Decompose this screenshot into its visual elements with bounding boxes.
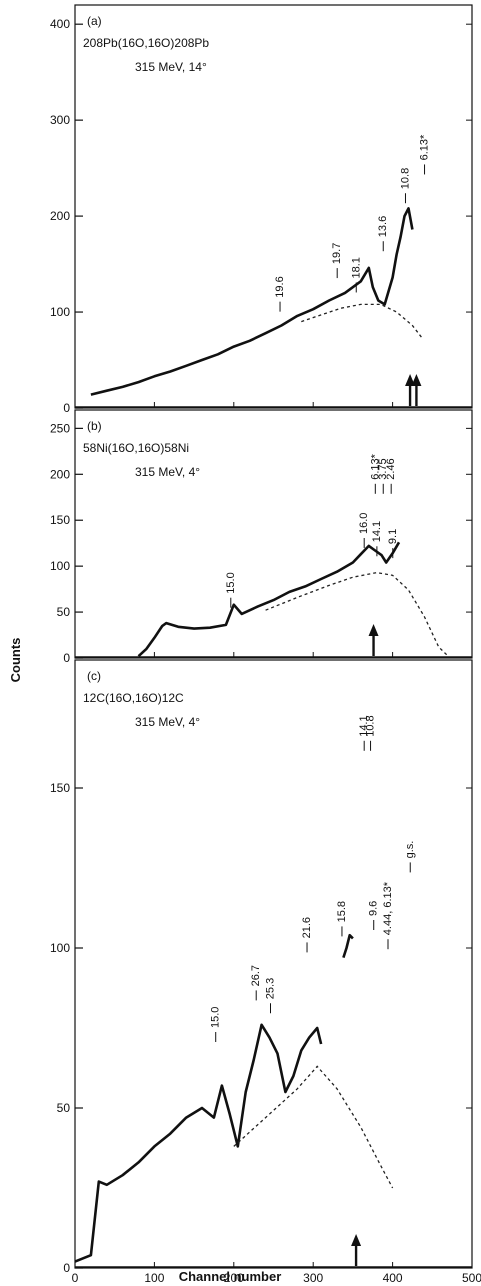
panel-b-y-tick-label: 250 [50,421,70,435]
y-axis-title: Counts [8,638,23,683]
panel-c-y-tick-label: 100 [50,941,70,955]
panel-a-y-tick-label: 200 [50,209,70,223]
panel-a-y-tick-label: 100 [50,305,70,319]
text-layer: 0 100 200 300 400 19.6 19.7 18.1 13.6 10.8 6.13* (a… [50,14,481,1285]
panel-b-peak-label: 14.1 [371,521,383,542]
panel-a-peak-label: 18.1 [350,257,362,278]
x-tick-label: 0 [72,1271,79,1285]
panel-b-peak-label: 9.1 [387,529,399,544]
panel-c-tag: (c) [87,669,101,683]
panel-c-spectrum-line [342,933,354,958]
panel-c-peak-label: g.s. [404,841,416,859]
panel-c-frame [74,659,473,1269]
panel-c-peak-label: 14.1 [358,715,370,736]
panel-b-peak-label: 6.13* [369,453,381,479]
panel-c-y-tick-label: 150 [50,781,70,795]
panel-a-spectrum-line [90,207,414,396]
panel-c-background-curve [233,1065,394,1189]
panel-c-y-tick-label: 50 [57,1101,71,1115]
panel-a-peak-label: 19.6 [274,276,286,297]
x-tick-label: 200 [224,1271,244,1285]
panel-a-conditions: 315 MeV, 14° [135,60,207,74]
panel-b-y-tick-label: 200 [50,467,70,481]
panel-c-peak-label: 15.8 [336,901,348,922]
panel-c-spectrum-line [74,1023,323,1263]
panel-b-peak-label: 16.0 [358,513,370,534]
panel-a-reaction: 208Pb(16O,16O)208Pb [83,36,209,50]
panel-c-conditions: 315 MeV, 4° [135,715,200,729]
panel-a-peak-label: 13.6 [377,216,389,237]
panel-a-y-tick-label: 400 [50,17,70,31]
panel-a-arrow-head [405,374,416,386]
panel-a-y-tick-label: 300 [50,113,70,127]
panel-a-background-curve [301,303,424,340]
panel-b-spectrum-line [137,541,401,658]
panel-c-peak-label: 10.8 [365,715,377,736]
x-tick-label: 400 [383,1271,403,1285]
panel-a-arrow-head [411,374,422,386]
panel-c-peak-label: 4.44, 6.13* [382,881,394,935]
panel-b-peak-label: 2.46 [385,458,397,479]
panel-b-background-curve [265,571,449,657]
panel-b-y-tick-label: 150 [50,513,70,527]
panel-b-reaction: 58Ni(16O,16O)58Ni [83,441,189,455]
panel-b-frame [74,409,473,659]
panel-b-peak-label: 3.75 [377,458,389,479]
panel-a-y-tick-label: 0 [63,401,70,415]
panel-a-frame [74,4,473,409]
data-layer [74,164,472,1268]
panel-b-y-tick-label: 100 [50,559,70,573]
panel-b-y-tick-label: 50 [57,605,71,619]
panel-c-reaction: 12C(16O,16O)12C [83,691,184,705]
x-tick-label: 100 [144,1271,164,1285]
axes-layer [74,4,473,1269]
panel-a-peak-label: 19.7 [331,243,343,264]
panel-c-peak-label: 25.3 [265,978,277,999]
x-tick-label: 500 [462,1271,481,1285]
panel-b-peak-label: 15.0 [225,572,237,593]
panel-c-peak-label: 15.0 [210,1007,222,1028]
panel-a-peak-label: 10.8 [400,168,412,189]
panel-b-conditions: 315 MeV, 4° [135,465,200,479]
panel-c-y-tick-label: 0 [63,1261,70,1275]
panel-a-tag: (a) [87,14,102,28]
panel-c-peak-label: 26.7 [250,965,262,986]
x-tick-label: 300 [303,1271,323,1285]
panel-c-peak-label: 9.6 [368,901,380,916]
panel-c-peak-label: 21.6 [301,917,313,938]
panel-b-tag: (b) [87,419,102,433]
panel-c-arrow-head [351,1234,362,1246]
panel-b-arrow-head [368,624,379,636]
panel-b-y-tick-label: 0 [63,651,70,665]
panel-a-peak-label: 6.13* [419,134,431,160]
x-axis-title: Channel number [179,1269,282,1284]
